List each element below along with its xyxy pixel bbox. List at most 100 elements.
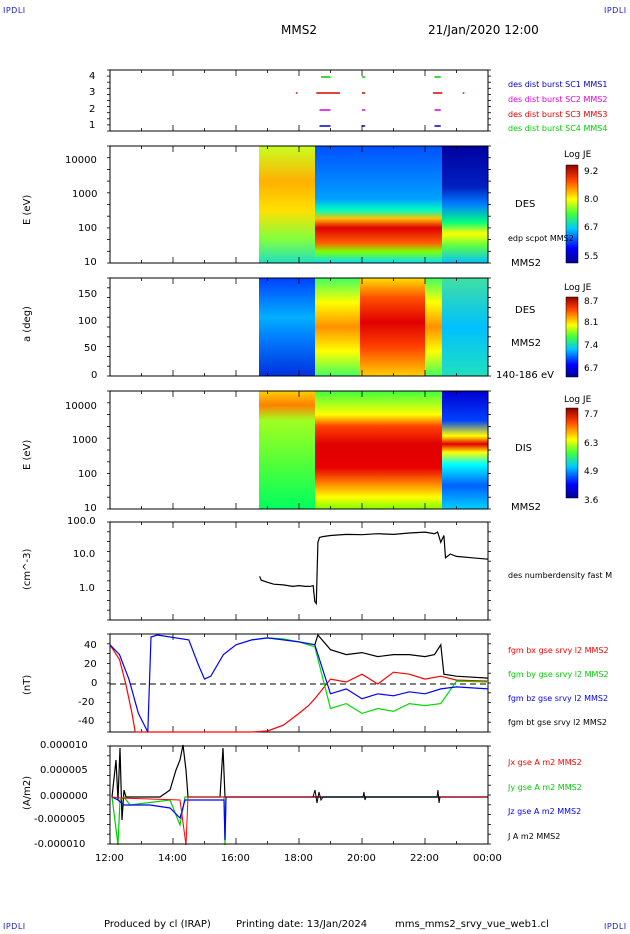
des-energy-region-pre — [259, 146, 315, 263]
pitch-region-c — [425, 278, 442, 376]
footer-file: mms_mms2_srvy_vue_web1.cl — [395, 919, 549, 930]
p4-cbar-tick-0: 7.7 — [584, 410, 599, 420]
p1-legend-mms1: des dist burst SC1 MMS1 — [508, 80, 608, 89]
density-line — [259, 531, 489, 606]
corner-label-top-right: IPDLI — [604, 6, 627, 15]
p1-ytick-2: 2 — [89, 104, 96, 115]
corner-label-top-left: IPDLI — [3, 6, 26, 15]
p7-legend-j: J A m2 MMS2 — [508, 832, 561, 841]
xtick-1400: 14:00 — [158, 853, 187, 864]
xtick-1800: 18:00 — [284, 853, 313, 864]
pitch-region-pre — [259, 278, 315, 376]
data-lines — [109, 531, 489, 733]
p6-legend-bz: fgm bz gse srvy l2 MMS2 — [508, 694, 609, 703]
p7-ytick-1: 0.000010 — [40, 740, 88, 751]
p1-ytick-4: 4 — [89, 71, 96, 82]
p1-ytick-1: 1 — [89, 120, 96, 131]
p4-cbar-tick-3: 3.6 — [584, 496, 599, 506]
p4-ytick-100: 100 — [78, 469, 98, 480]
bz-line — [109, 634, 489, 733]
p4-cbar-tick-1: 6.3 — [584, 439, 599, 449]
p4-ytick-1000: 1000 — [72, 435, 98, 446]
p7-ytick-0: 0.000000 — [40, 791, 88, 802]
p3-ylabel: a (deg) — [22, 306, 33, 342]
colorbar-des-energy — [565, 164, 579, 264]
p2-ylabel: E (eV) — [22, 194, 33, 225]
p7-ytick-m05: -0.000005 — [34, 814, 86, 825]
p2-cbar-tick-2: 6.7 — [584, 223, 599, 233]
p3-ytick-50: 50 — [84, 343, 97, 354]
p2-cbar-tick-0: 9.2 — [584, 167, 599, 177]
p7-legend-jx: Jx gse A m2 MMS2 — [508, 758, 582, 767]
p4-colorbar-title: Log JE — [564, 395, 592, 405]
p2-ytick-10: 10 — [84, 257, 97, 268]
p6-legend-bx: fgm bx gse srvy l2 MMS2 — [508, 646, 609, 655]
bfield-frame — [109, 633, 489, 733]
p2-sc-label: MMS2 — [511, 258, 541, 269]
p2-ytick-100: 100 — [78, 223, 98, 234]
des-pitch-panel — [109, 277, 489, 377]
p3-cbar-tick-1: 8.1 — [584, 318, 599, 328]
p2-colorbar-title: Log JE — [564, 150, 592, 160]
dis-energy-region-main — [315, 391, 442, 509]
p7-legend-jy: Jy gse A m2 MMS2 — [508, 783, 582, 792]
p7-ytick-05: 0.000005 — [40, 765, 88, 776]
p6-ytick-m20: -20 — [78, 697, 95, 708]
bt-line — [314, 633, 489, 679]
corner-label-bottom-left: IPDLI — [3, 922, 26, 931]
corner-label-bottom-right: IPDLI — [604, 922, 627, 931]
p3-ytick-150: 150 — [78, 289, 98, 300]
p6-ytick-0: 0 — [91, 678, 98, 689]
axis-ticks — [107, 69, 491, 845]
pitch-region-b — [360, 278, 425, 376]
p2-ytick-10000: 10000 — [65, 155, 97, 166]
p1-legend-mms2: des dist burst SC2 MMS2 — [508, 95, 608, 104]
jz-trace — [111, 796, 488, 841]
p4-ytick-10000: 10000 — [65, 401, 97, 412]
footer-produced-by: Produced by cl (IRAP) — [104, 919, 211, 930]
bfield-panel — [109, 633, 489, 733]
xtick-2200: 22:00 — [410, 853, 439, 864]
burst-panel — [109, 69, 489, 132]
p6-legend-bt: fgm bt gse srvy l2 MMS2 — [508, 718, 607, 727]
p3-ytick-100: 100 — [78, 316, 98, 327]
bx-line — [109, 644, 489, 733]
p4-cbar-tick-2: 4.9 — [584, 467, 599, 477]
p3-colorbar-title: Log JE — [564, 283, 592, 293]
p2-cbar-tick-3: 5.5 — [584, 252, 599, 262]
p7-ytick-m1: -0.000010 — [34, 839, 86, 850]
colorbar-des-pitch — [565, 296, 579, 378]
xtick-1200: 12:00 — [95, 853, 124, 864]
density-frame — [109, 521, 489, 621]
current-spikes — [312, 789, 441, 804]
dis-energy-region-pre — [259, 391, 315, 509]
current-panel — [109, 744, 489, 846]
p3-side-label: DES — [515, 305, 536, 316]
p4-sc-label: MMS2 — [511, 502, 541, 513]
p7-ylabel: (A/m2) — [22, 775, 33, 810]
by-line — [251, 637, 489, 715]
p5-ylabel: (cm^-3) — [22, 548, 33, 590]
jx-trace — [111, 796, 488, 846]
xtick-0000: 00:00 — [473, 853, 502, 864]
des-energy-region-main — [315, 146, 442, 263]
p4-ytick-10: 10 — [84, 503, 97, 514]
burst-marks — [295, 76, 465, 127]
p6-ytick-20: 20 — [84, 659, 97, 670]
p2-side-label: DES — [515, 199, 536, 210]
p5-ytick-10: 10.0 — [73, 549, 96, 560]
current-traces — [111, 744, 488, 846]
p3-cbar-tick-0: 8.7 — [584, 297, 599, 307]
p6-ylabel: (nT) — [22, 674, 33, 695]
footer-printing-date: Printing date: 13/Jan/2024 — [236, 919, 368, 930]
des-energy-region-post — [442, 146, 488, 263]
p7-legend-jz: Jz gse A m2 MMS2 — [508, 807, 582, 816]
p3-cbar-tick-3: 6.7 — [584, 364, 599, 374]
jy-trace — [111, 796, 488, 846]
density-panel — [109, 521, 489, 621]
pitch-region-post — [442, 278, 488, 376]
datetime-title: 21/Jan/2020 12:00 — [428, 23, 539, 37]
p3-sc-label: MMS2 — [511, 338, 541, 349]
p3-cbar-tick-2: 7.4 — [584, 341, 599, 351]
